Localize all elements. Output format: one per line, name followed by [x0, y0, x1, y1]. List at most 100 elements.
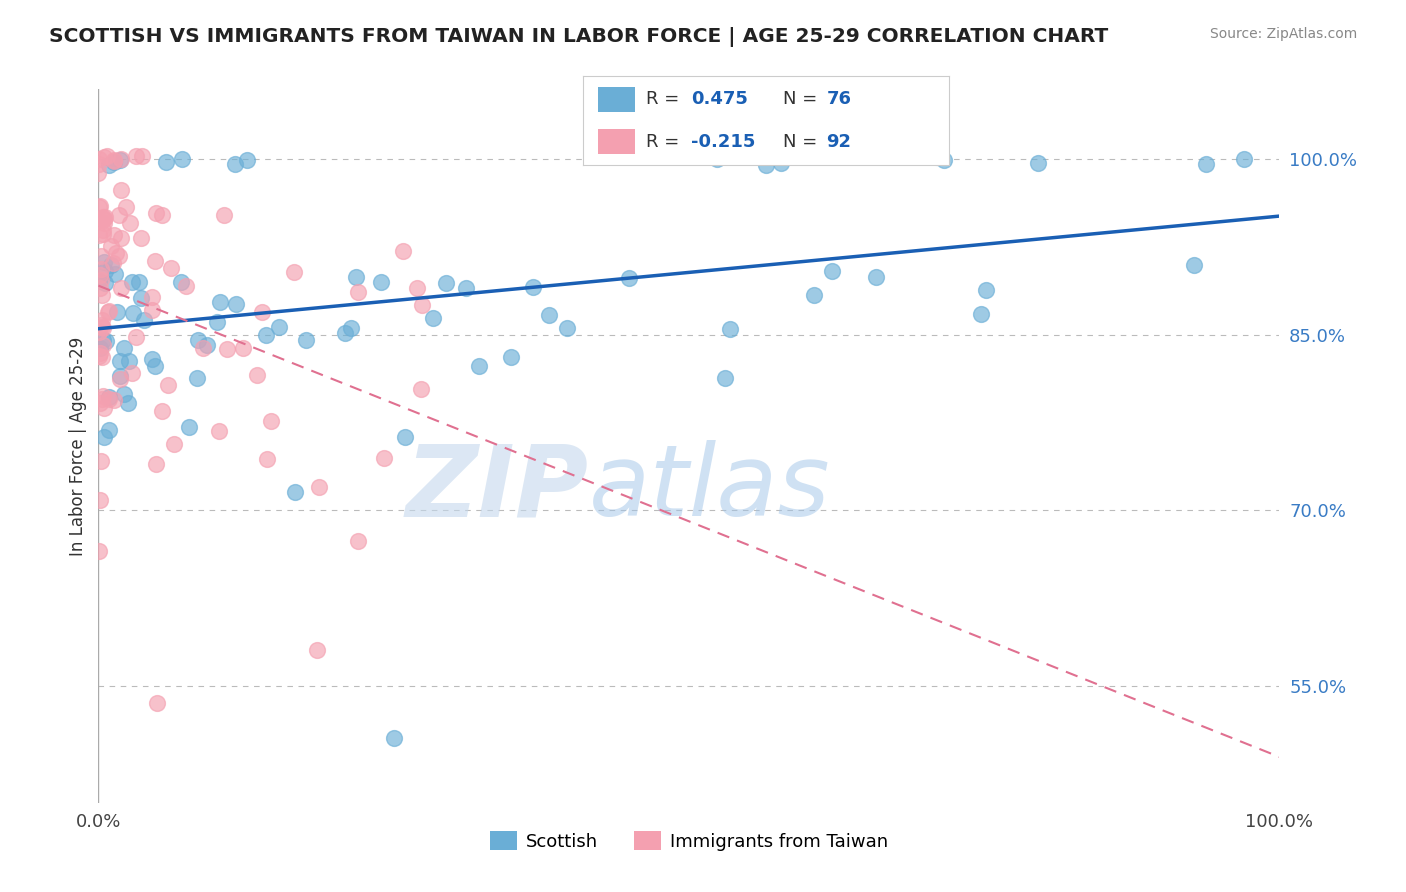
- Point: [339, 320, 361, 334]
- Point: [125, 149, 148, 163]
- Point: [344, 270, 367, 285]
- Point: [87, 350, 110, 364]
- Point: [90, 262, 112, 277]
- Point: [143, 254, 166, 268]
- Point: [90, 453, 112, 467]
- Point: [150, 404, 173, 418]
- Point: [232, 341, 254, 355]
- Point: [103, 153, 125, 168]
- Point: [104, 246, 127, 260]
- Point: [347, 285, 370, 299]
- Point: [191, 341, 214, 355]
- Point: [422, 311, 444, 326]
- Point: [170, 152, 193, 166]
- Point: [94, 276, 117, 290]
- Point: [155, 155, 177, 169]
- Point: [157, 378, 180, 392]
- Point: [454, 281, 477, 295]
- Point: [141, 352, 163, 367]
- Point: [91, 212, 114, 227]
- Text: 0.475: 0.475: [692, 90, 748, 108]
- Text: N =: N =: [783, 133, 823, 151]
- Point: [208, 294, 231, 309]
- Point: [93, 401, 115, 416]
- Point: [97, 390, 120, 404]
- Point: [89, 153, 111, 167]
- Point: [121, 306, 143, 320]
- Point: [89, 341, 111, 355]
- Point: [89, 274, 111, 288]
- Point: [97, 424, 120, 438]
- Point: [406, 281, 429, 295]
- Point: [87, 544, 110, 558]
- Point: [110, 280, 132, 294]
- Point: [87, 326, 110, 340]
- Point: [927, 150, 949, 164]
- Point: [90, 318, 112, 332]
- Point: [212, 208, 235, 222]
- Y-axis label: In Labor Force | Age 25-29: In Labor Force | Age 25-29: [69, 336, 87, 556]
- Point: [103, 154, 125, 169]
- Point: [1182, 258, 1205, 272]
- Point: [236, 153, 259, 167]
- Point: [131, 231, 153, 245]
- Point: [91, 392, 114, 406]
- Point: [89, 493, 111, 508]
- Point: [93, 333, 115, 347]
- Point: [110, 152, 132, 166]
- Point: [347, 533, 370, 548]
- Point: [131, 149, 153, 163]
- Text: R =: R =: [645, 90, 685, 108]
- Point: [100, 259, 122, 273]
- Point: [283, 265, 305, 279]
- Point: [256, 452, 278, 467]
- Point: [865, 270, 887, 285]
- Point: [108, 354, 131, 368]
- Point: [90, 273, 112, 287]
- Point: [770, 156, 793, 170]
- Text: R =: R =: [645, 133, 685, 151]
- Point: [146, 697, 169, 711]
- Point: [108, 153, 131, 168]
- Point: [169, 276, 191, 290]
- Point: [308, 480, 330, 494]
- Point: [105, 305, 128, 319]
- Point: [87, 228, 110, 243]
- Point: [103, 268, 125, 282]
- Point: [522, 280, 544, 294]
- Point: [112, 341, 135, 355]
- Point: [335, 326, 357, 341]
- Point: [96, 149, 118, 163]
- Text: Source: ZipAtlas.com: Source: ZipAtlas.com: [1209, 27, 1357, 41]
- Point: [718, 321, 741, 335]
- Point: [499, 350, 522, 364]
- Point: [129, 291, 152, 305]
- Point: [246, 368, 269, 383]
- Point: [118, 216, 141, 230]
- Point: [112, 387, 135, 401]
- Point: [91, 227, 114, 242]
- Point: [803, 287, 825, 301]
- Point: [382, 731, 405, 746]
- Point: [93, 255, 115, 269]
- Point: [89, 345, 111, 359]
- Point: [91, 321, 114, 335]
- Point: [108, 368, 131, 383]
- Point: [373, 450, 395, 465]
- Legend: Scottish, Immigrants from Taiwan: Scottish, Immigrants from Taiwan: [482, 824, 896, 858]
- Point: [121, 276, 143, 290]
- Point: [110, 183, 132, 197]
- Point: [821, 264, 844, 278]
- Text: 76: 76: [827, 90, 852, 108]
- Point: [94, 264, 117, 278]
- Point: [295, 333, 318, 347]
- Text: N =: N =: [783, 90, 823, 108]
- Point: [91, 210, 114, 224]
- Point: [103, 393, 125, 408]
- Point: [93, 150, 115, 164]
- Text: ZIP: ZIP: [405, 441, 589, 537]
- Point: [970, 307, 993, 321]
- Point: [118, 353, 141, 368]
- Point: [1026, 156, 1049, 170]
- Point: [125, 329, 148, 343]
